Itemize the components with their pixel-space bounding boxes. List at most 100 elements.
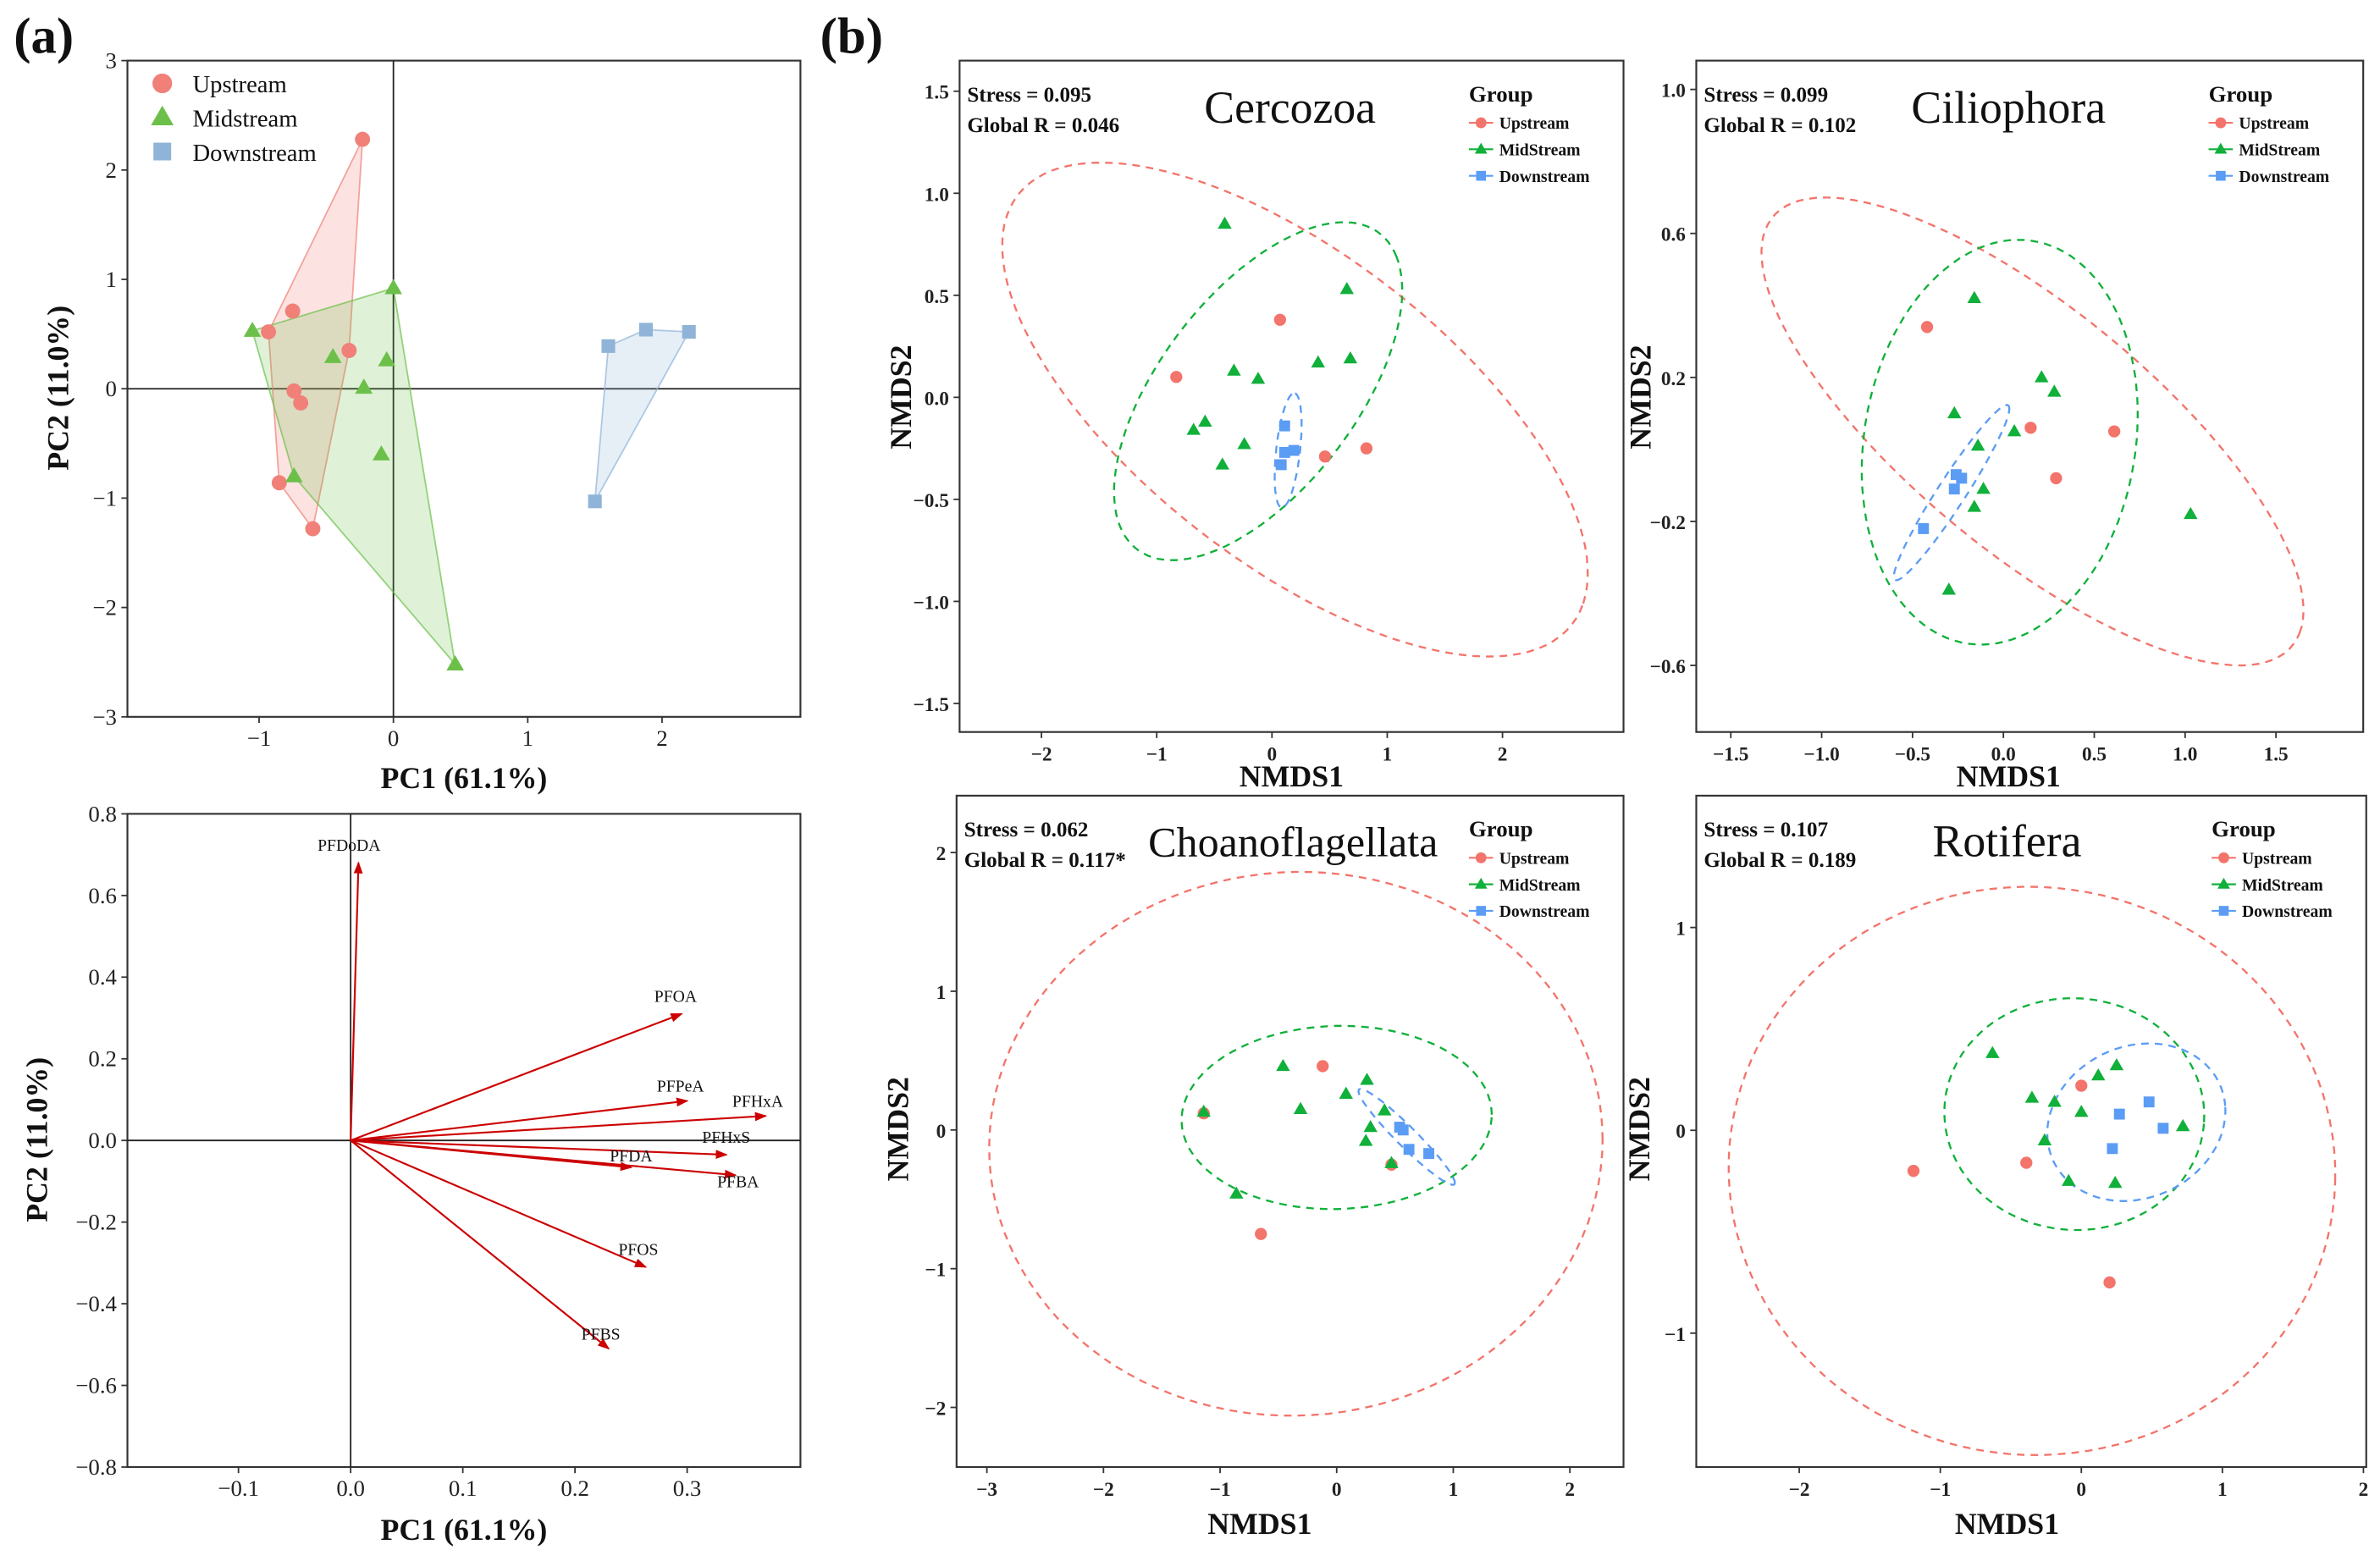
point-midstream xyxy=(2047,384,2062,397)
point-midstream xyxy=(284,466,303,483)
hull-downstream xyxy=(594,328,691,502)
x-tick-label: 0 xyxy=(388,725,399,751)
point-upstream xyxy=(1318,450,1332,463)
point-upstream xyxy=(305,521,321,537)
point-upstream xyxy=(1170,371,1183,383)
point-midstream xyxy=(1976,482,1991,494)
point-upstream xyxy=(341,343,357,358)
point-downstream xyxy=(1278,420,1290,432)
y-tick-label: 0.5 xyxy=(925,286,949,308)
ellipse-downstream xyxy=(1357,1088,1456,1186)
loading-arrow-pfos xyxy=(350,1139,648,1268)
ellipse-upstream xyxy=(1727,885,2337,1457)
point-downstream xyxy=(1948,483,1960,495)
point-midstream xyxy=(1237,437,1251,450)
y-tick-label: −0.2 xyxy=(1650,512,1686,534)
loading-arrow-pfhxa xyxy=(351,1111,768,1142)
point-midstream xyxy=(446,655,464,670)
point-midstream xyxy=(1293,1101,1308,1114)
y-tick-label: −0.5 xyxy=(914,490,949,512)
legend-label: MidStream xyxy=(2242,876,2323,895)
loading-label: PFHxA xyxy=(732,1093,784,1111)
x-tick-label: −1 xyxy=(247,725,272,751)
loading-arrow-pfdoda xyxy=(350,861,363,1141)
y-tick-label: 0.6 xyxy=(1661,224,1686,246)
point-midstream xyxy=(2184,506,2198,520)
x-tick-label: 2 xyxy=(1565,1479,1575,1501)
point-midstream xyxy=(1251,372,1266,384)
y-axis-label: NMDS2 xyxy=(881,1077,915,1181)
x-tick-label: 1 xyxy=(2217,1479,2228,1501)
x-tick-label: 0.0 xyxy=(336,1476,365,1501)
point-upstream xyxy=(2020,1156,2033,1169)
point-midstream xyxy=(2109,1057,2124,1071)
y-axis-label: PC2 (11.0%) xyxy=(41,306,75,471)
point-midstream xyxy=(2091,1067,2106,1081)
x-tick-label: −2 xyxy=(1789,1479,1810,1501)
y-tick-label: 0.0 xyxy=(88,1128,117,1153)
loading-label: PFDoDA xyxy=(318,836,381,855)
point-midstream xyxy=(2024,1090,2040,1103)
point-downstream xyxy=(2143,1096,2155,1108)
x-tick-label: −1 xyxy=(1210,1479,1231,1501)
legend-marker-upstream xyxy=(1475,117,1487,129)
legend-label: Upstream xyxy=(1499,849,1570,868)
legend-label: Downstream xyxy=(1499,168,1590,186)
point-downstream xyxy=(588,494,602,509)
y-tick-label: −0.8 xyxy=(75,1454,117,1480)
legend-marker-upstream xyxy=(2215,117,2227,129)
point-upstream xyxy=(2050,472,2062,485)
point-upstream xyxy=(2075,1079,2088,1092)
legend-marker-midstream xyxy=(151,105,174,126)
legend-label: MidStream xyxy=(1499,876,1581,895)
point-downstream xyxy=(1918,522,1930,534)
x-tick-label: −1.5 xyxy=(1713,744,1748,766)
x-tick-label: 1.0 xyxy=(2173,744,2197,766)
panel-label-a: (a) xyxy=(14,8,74,65)
x-tick-label: 0.5 xyxy=(2082,744,2107,766)
x-tick-label: −0.1 xyxy=(218,1476,259,1501)
x-axis-label: NMDS1 xyxy=(1957,759,2061,793)
ellipse-midstream xyxy=(1113,221,1404,561)
y-tick-label: −3 xyxy=(92,704,117,730)
ellipse-downstream xyxy=(1273,392,1303,509)
legend-label: Midstream xyxy=(192,105,297,132)
y-tick-label: −2 xyxy=(92,595,117,621)
charts: −1 0 1 2 −3 −2 −1 0 1 2 3 PC1 (61.1%) PC2 (11.0%) Ups… xyxy=(20,48,2369,1547)
y-tick-label: 0.6 xyxy=(88,883,117,908)
legend-title: Group xyxy=(2212,816,2276,841)
y-tick-label: 0.4 xyxy=(88,964,117,990)
point-upstream xyxy=(1317,1060,1329,1073)
legend-marker-midstream xyxy=(2217,877,2230,889)
y-tick-label: 0.2 xyxy=(1661,368,1686,390)
x-tick-label: −1 xyxy=(1930,1479,1951,1501)
point-midstream xyxy=(1985,1045,2000,1058)
plot-frame xyxy=(958,59,1625,733)
x-tick-label: 0 xyxy=(1267,744,1277,766)
legend-marker-midstream xyxy=(1474,877,1488,889)
loading-arrow-pfoa xyxy=(350,1012,683,1142)
legend-label: Upstream xyxy=(1499,114,1570,133)
y-tick-label: −0.6 xyxy=(1650,656,1686,678)
legend-marker-downstream xyxy=(2218,906,2229,916)
point-downstream xyxy=(1288,444,1300,456)
ellipse-upstream xyxy=(1001,161,1589,658)
y-tick-label: −1 xyxy=(1665,1324,1686,1346)
point-midstream xyxy=(1967,499,1982,512)
point-midstream xyxy=(1970,439,1985,451)
legend-label: Downstream xyxy=(2239,168,2329,186)
y-axis-label: NMDS2 xyxy=(884,345,918,449)
x-axis-label: PC1 (61.1%) xyxy=(381,761,548,795)
point-midstream xyxy=(323,348,342,363)
x-tick-label: 2 xyxy=(1498,744,1508,766)
x-tick-label: 0.3 xyxy=(673,1476,702,1501)
y-tick-label: 0 xyxy=(936,1121,947,1143)
legend-marker-midstream xyxy=(2214,142,2228,154)
point-upstream xyxy=(261,324,277,339)
x-tick-label: −1.0 xyxy=(1803,744,1839,766)
ellipse-upstream xyxy=(1760,196,2305,667)
x-tick-label: 2 xyxy=(656,725,667,751)
x-tick-label: 1.5 xyxy=(2264,744,2289,766)
point-upstream xyxy=(286,383,302,399)
